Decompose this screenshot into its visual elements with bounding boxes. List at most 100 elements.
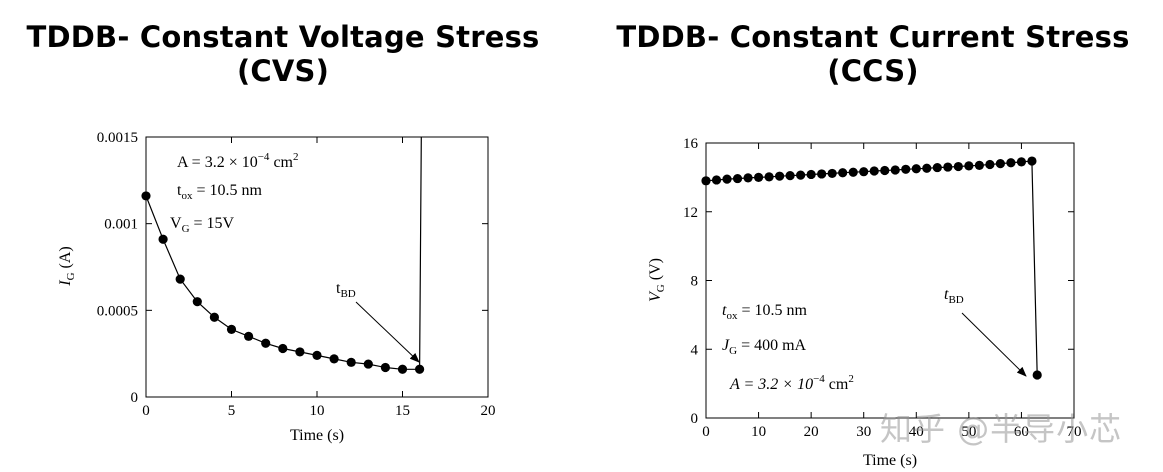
ccs-x-tick-label: 50	[961, 424, 976, 440]
ccs-data-point	[964, 161, 974, 171]
cvs-data-point	[295, 347, 305, 357]
ccs-data-point	[859, 167, 869, 177]
cvs-y-axis: 0 0.0005 0.001 0.0015	[97, 130, 488, 406]
ccs-data-point	[943, 162, 953, 172]
ccs-x-tick-label: 10	[751, 424, 766, 440]
ccs-x-axis-label: Time (s)	[863, 452, 917, 469]
chart-title-ccs: TDDB- Constant Current Stress (CCS)	[590, 20, 1156, 88]
cvs-annotations: A = 3.2 × 10−4 cm2 tox = 10.5 nm VG = 15…	[170, 151, 356, 300]
cvs-data-point	[192, 297, 202, 307]
ccs-data-point	[753, 172, 764, 182]
ccs-y-tick-label: 12	[683, 205, 698, 221]
chart-title-cvs-line1: TDDB- Constant Voltage Stress	[26, 20, 540, 54]
ccs-x-tick-label: 40	[909, 424, 924, 440]
ccs-data-point	[806, 169, 816, 180]
ccs-data-point	[922, 163, 932, 173]
cvs-data-point	[226, 324, 237, 334]
ccs-data-point	[911, 164, 921, 174]
cvs-x-tick-label: 10	[310, 403, 325, 419]
cvs-data-point	[380, 362, 390, 373]
ccs-x-tick-label: 20	[804, 424, 819, 440]
ccs-y-tick-label: 16	[683, 136, 699, 152]
ccs-data-point	[775, 171, 785, 181]
cvs-y-tick-label: 0.001	[104, 217, 138, 233]
cvs-data-point	[209, 312, 219, 322]
cvs-data-point	[363, 359, 373, 369]
cvs-tox-annotation: tox = 10.5 nm	[177, 182, 262, 202]
ccs-series	[701, 156, 1042, 380]
ccs-data-point	[722, 174, 732, 184]
ccs-ylabel-main: V	[647, 290, 664, 302]
ccs-y-tick-label: 0	[691, 411, 699, 427]
ccs-data-point	[974, 160, 984, 170]
ccs-data-point	[869, 166, 879, 176]
cvs-tbd-arrow	[355, 301, 420, 363]
ccs-data-point	[1006, 158, 1016, 168]
ccs-data-point	[1016, 157, 1027, 167]
ccs-data-point	[1027, 156, 1037, 166]
ccs-data-point	[827, 168, 837, 179]
ccs-data-point	[701, 176, 711, 186]
ccs-x-tick-label: 60	[1014, 424, 1029, 440]
cvs-ylabel-unit: (A)	[57, 246, 74, 272]
ccs-y-tick-label: 8	[691, 274, 699, 290]
ccs-data-point	[785, 171, 795, 181]
ccs-y-axis-label: VG (V)	[647, 258, 667, 302]
cvs-y-tick-label: 0.0005	[97, 303, 138, 319]
chart-title-cvs: TDDB- Constant Voltage Stress (CVS)	[0, 20, 566, 88]
ccs-tbd-arrow	[961, 312, 1027, 377]
ccs-jg-annotation: JG = 400 mA	[722, 337, 807, 357]
cvs-series	[141, 136, 425, 374]
ccs-data-point	[711, 175, 722, 185]
ccs-x-tick-label: 30	[856, 424, 871, 440]
cvs-x-axis-label: Time (s)	[290, 427, 344, 444]
cvs-x-axis: 0 5 10 15 20	[142, 137, 496, 419]
ccs-data-point	[764, 172, 774, 182]
ccs-data-point	[796, 170, 806, 180]
ccs-data-point	[838, 168, 848, 178]
cvs-y-axis-label: IG (A)	[57, 246, 77, 287]
cvs-data-point	[397, 364, 408, 374]
cvs-chart: 0 5 10 15 20 0 0.0005 0.001 0.0015 Time (s) IG …	[57, 130, 496, 444]
cvs-x-tick-label: 20	[481, 403, 496, 419]
chart-title-ccs-line1: TDDB- Constant Current Stress	[616, 20, 1130, 54]
cvs-x-tick-label: 0	[142, 403, 150, 419]
ccs-x-tick-label: 0	[702, 424, 710, 440]
ccs-y-axis: 0 4 8 12 16	[683, 136, 1074, 427]
ccs-data-point	[848, 167, 858, 177]
cvs-y-tick-label: 0.0015	[97, 130, 138, 146]
ccs-data-point	[932, 162, 942, 173]
cvs-data-point	[415, 364, 425, 374]
cvs-data-point	[312, 350, 322, 360]
cvs-y-tick-label: 0	[131, 390, 139, 406]
cvs-vg-annotation: VG = 15V	[170, 215, 235, 235]
ccs-annotations: tox = 10.5 nm JG = 400 mA A = 3.2 × 10−4…	[722, 286, 964, 393]
cvs-x-tick-label: 5	[228, 403, 236, 419]
cvs-area-annotation: A = 3.2 × 10−4 cm2	[177, 151, 298, 171]
ccs-data-point	[732, 173, 743, 184]
cvs-data-point	[261, 338, 271, 348]
ccs-breakdown-point	[1032, 370, 1042, 380]
cvs-data-point	[158, 234, 168, 244]
cvs-data-point	[278, 343, 288, 354]
ccs-tbd-label: tBD	[944, 286, 964, 306]
ccs-data-point	[880, 165, 890, 176]
cvs-series-line	[145, 136, 422, 370]
ccs-data-point	[901, 164, 911, 174]
cvs-data-point	[244, 331, 254, 341]
ccs-x-axis: 0 10 20 30 40 50 60 70	[702, 143, 1082, 440]
watermark: 知乎 @半导小芯	[880, 410, 1123, 448]
ccs-data-point	[743, 173, 753, 183]
ccs-data-point	[953, 161, 963, 172]
cvs-tbd-label: tBD	[336, 280, 356, 300]
ccs-ylabel-unit: (V)	[647, 258, 664, 284]
cvs-data-point	[141, 191, 151, 201]
ccs-y-tick-label: 4	[691, 342, 699, 358]
ccs-tox-annotation: tox = 10.5 nm	[722, 302, 807, 322]
ccs-data-point	[995, 159, 1006, 169]
cvs-data-point	[175, 274, 185, 284]
chart-title-cvs-line2: (CVS)	[236, 54, 330, 88]
cvs-ylabel-sub: G	[65, 272, 77, 280]
ccs-area-annotation: A = 3.2 × 10−4 cm2	[729, 373, 854, 393]
